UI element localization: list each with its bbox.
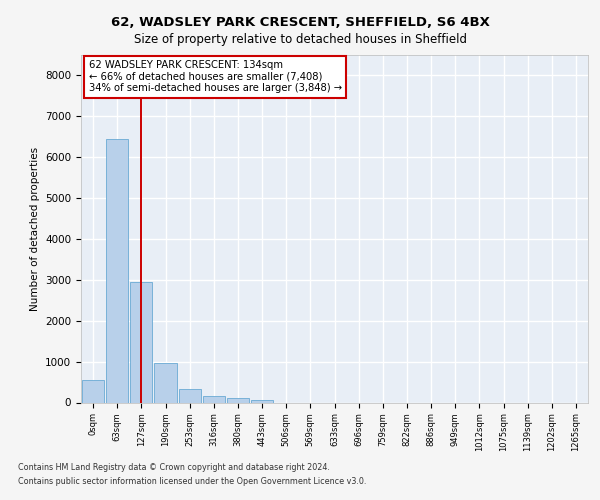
Bar [130, 282, 152, 403]
Bar [227, 398, 249, 402]
Bar [251, 400, 273, 402]
Text: Contains public sector information licensed under the Open Government Licence v3: Contains public sector information licen… [18, 478, 367, 486]
Text: 62, WADSLEY PARK CRESCENT, SHEFFIELD, S6 4BX: 62, WADSLEY PARK CRESCENT, SHEFFIELD, S6… [110, 16, 490, 29]
Bar [82, 380, 104, 402]
Text: Contains HM Land Registry data © Crown copyright and database right 2024.: Contains HM Land Registry data © Crown c… [18, 462, 330, 471]
Text: 62 WADSLEY PARK CRESCENT: 134sqm
← 66% of detached houses are smaller (7,408)
34: 62 WADSLEY PARK CRESCENT: 134sqm ← 66% o… [89, 60, 342, 94]
Bar [106, 139, 128, 402]
Bar [154, 363, 176, 403]
Bar [203, 396, 225, 402]
Bar [179, 389, 201, 402]
Y-axis label: Number of detached properties: Number of detached properties [29, 146, 40, 311]
Text: Size of property relative to detached houses in Sheffield: Size of property relative to detached ho… [133, 32, 467, 46]
